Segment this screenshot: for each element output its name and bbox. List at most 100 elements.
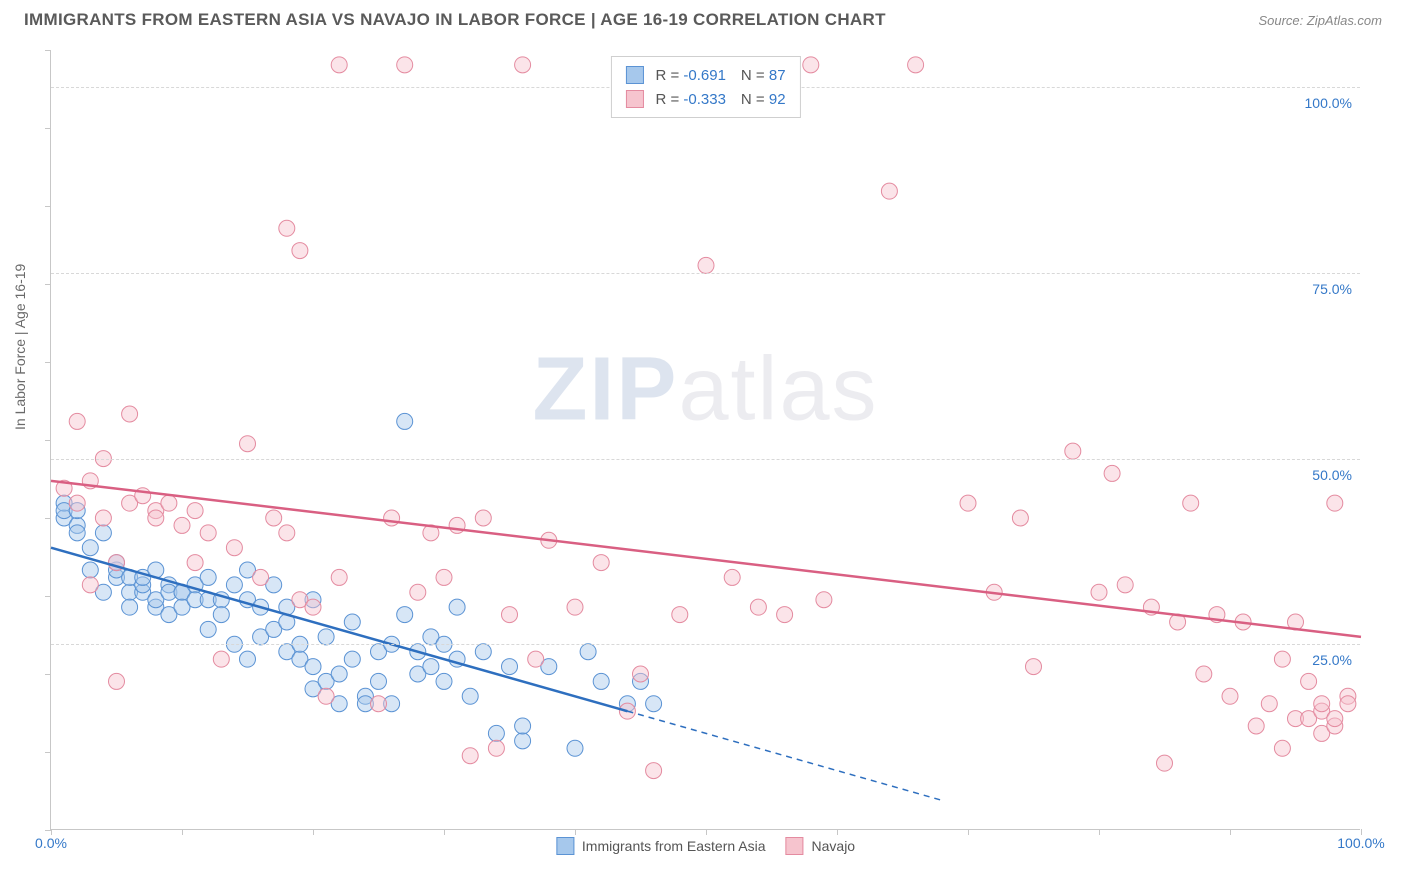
- data-point: [633, 666, 649, 682]
- data-point: [816, 592, 832, 608]
- y-tick-label: 50.0%: [1312, 467, 1352, 483]
- data-point: [69, 413, 85, 429]
- data-point: [1026, 659, 1042, 675]
- data-point: [960, 495, 976, 511]
- data-point: [95, 525, 111, 541]
- data-point: [161, 495, 177, 511]
- trend-line-dashed: [627, 711, 941, 800]
- data-point: [331, 666, 347, 682]
- x-tick-mark: [1099, 829, 1100, 835]
- legend-stat-text: R = -0.691 N = 87: [655, 67, 785, 84]
- y-tick-mark: [45, 596, 51, 597]
- data-point: [475, 644, 491, 660]
- data-point: [881, 183, 897, 199]
- data-point: [226, 577, 242, 593]
- x-tick-mark: [575, 829, 576, 835]
- y-tick-label: 100.0%: [1305, 95, 1352, 111]
- data-point: [1314, 696, 1330, 712]
- data-point: [82, 577, 98, 593]
- data-point: [1301, 673, 1317, 689]
- data-point: [266, 510, 282, 526]
- source-value: ZipAtlas.com: [1307, 13, 1382, 28]
- data-point: [318, 688, 334, 704]
- data-point: [1117, 577, 1133, 593]
- data-point: [777, 607, 793, 623]
- x-tick-mark: [182, 829, 183, 835]
- data-point: [371, 696, 387, 712]
- data-point: [1222, 688, 1238, 704]
- correlation-legend: R = -0.691 N = 87 R = -0.333 N = 92: [610, 56, 800, 118]
- source-label: Source:: [1258, 13, 1306, 28]
- data-point: [200, 621, 216, 637]
- data-point: [462, 748, 478, 764]
- data-point: [462, 688, 478, 704]
- data-point: [1104, 465, 1120, 481]
- data-point: [515, 733, 531, 749]
- data-point: [436, 569, 452, 585]
- data-point: [593, 555, 609, 571]
- y-tick-mark: [45, 752, 51, 753]
- gridline: [51, 459, 1360, 460]
- data-point: [515, 57, 531, 73]
- data-point: [148, 510, 164, 526]
- data-point: [95, 510, 111, 526]
- data-point: [187, 555, 203, 571]
- y-tick-mark: [45, 50, 51, 51]
- data-point: [69, 525, 85, 541]
- x-tick-label: 100.0%: [1337, 835, 1384, 851]
- data-point: [213, 651, 229, 667]
- data-point: [410, 584, 426, 600]
- data-point: [646, 696, 662, 712]
- legend-item: Immigrants from Eastern Asia: [556, 837, 766, 855]
- legend-stat-row: R = -0.333 N = 92: [625, 87, 785, 111]
- x-tick-mark: [968, 829, 969, 835]
- y-tick-label: 25.0%: [1312, 652, 1352, 668]
- data-point: [803, 57, 819, 73]
- data-point: [187, 503, 203, 519]
- trend-line: [51, 481, 1361, 637]
- legend-swatch: [786, 837, 804, 855]
- legend-stat-row: R = -0.691 N = 87: [625, 63, 785, 87]
- data-point: [1065, 443, 1081, 459]
- data-point: [580, 644, 596, 660]
- legend-swatch: [625, 66, 643, 84]
- data-point: [305, 659, 321, 675]
- legend-item: Navajo: [786, 837, 856, 855]
- data-point: [488, 725, 504, 741]
- data-point: [1261, 696, 1277, 712]
- data-point: [502, 607, 518, 623]
- data-point: [122, 406, 138, 422]
- data-point: [1091, 584, 1107, 600]
- data-point: [253, 569, 269, 585]
- y-axis-label: In Labor Force | Age 16-19: [12, 264, 28, 430]
- data-point: [109, 673, 125, 689]
- data-point: [174, 517, 190, 533]
- data-point: [515, 718, 531, 734]
- x-tick-mark: [706, 829, 707, 835]
- data-point: [292, 243, 308, 259]
- data-point: [82, 562, 98, 578]
- legend-stat-text: R = -0.333 N = 92: [655, 91, 785, 108]
- data-point: [279, 220, 295, 236]
- gridline: [51, 273, 1360, 274]
- data-point: [698, 257, 714, 273]
- gridline: [51, 644, 1360, 645]
- data-point: [344, 651, 360, 667]
- data-point: [724, 569, 740, 585]
- scatter-svg: [51, 50, 1360, 829]
- chart-plot-area: ZIPatlas R = -0.691 N = 87R = -0.333 N =…: [50, 50, 1360, 830]
- data-point: [69, 495, 85, 511]
- data-point: [397, 57, 413, 73]
- data-point: [672, 607, 688, 623]
- data-point: [1248, 718, 1264, 734]
- x-tick-mark: [444, 829, 445, 835]
- data-point: [240, 651, 256, 667]
- data-point: [305, 599, 321, 615]
- data-point: [1183, 495, 1199, 511]
- data-point: [200, 569, 216, 585]
- data-point: [475, 510, 491, 526]
- data-point: [1157, 755, 1173, 771]
- legend-swatch: [556, 837, 574, 855]
- data-point: [397, 607, 413, 623]
- x-tick-mark: [51, 829, 52, 835]
